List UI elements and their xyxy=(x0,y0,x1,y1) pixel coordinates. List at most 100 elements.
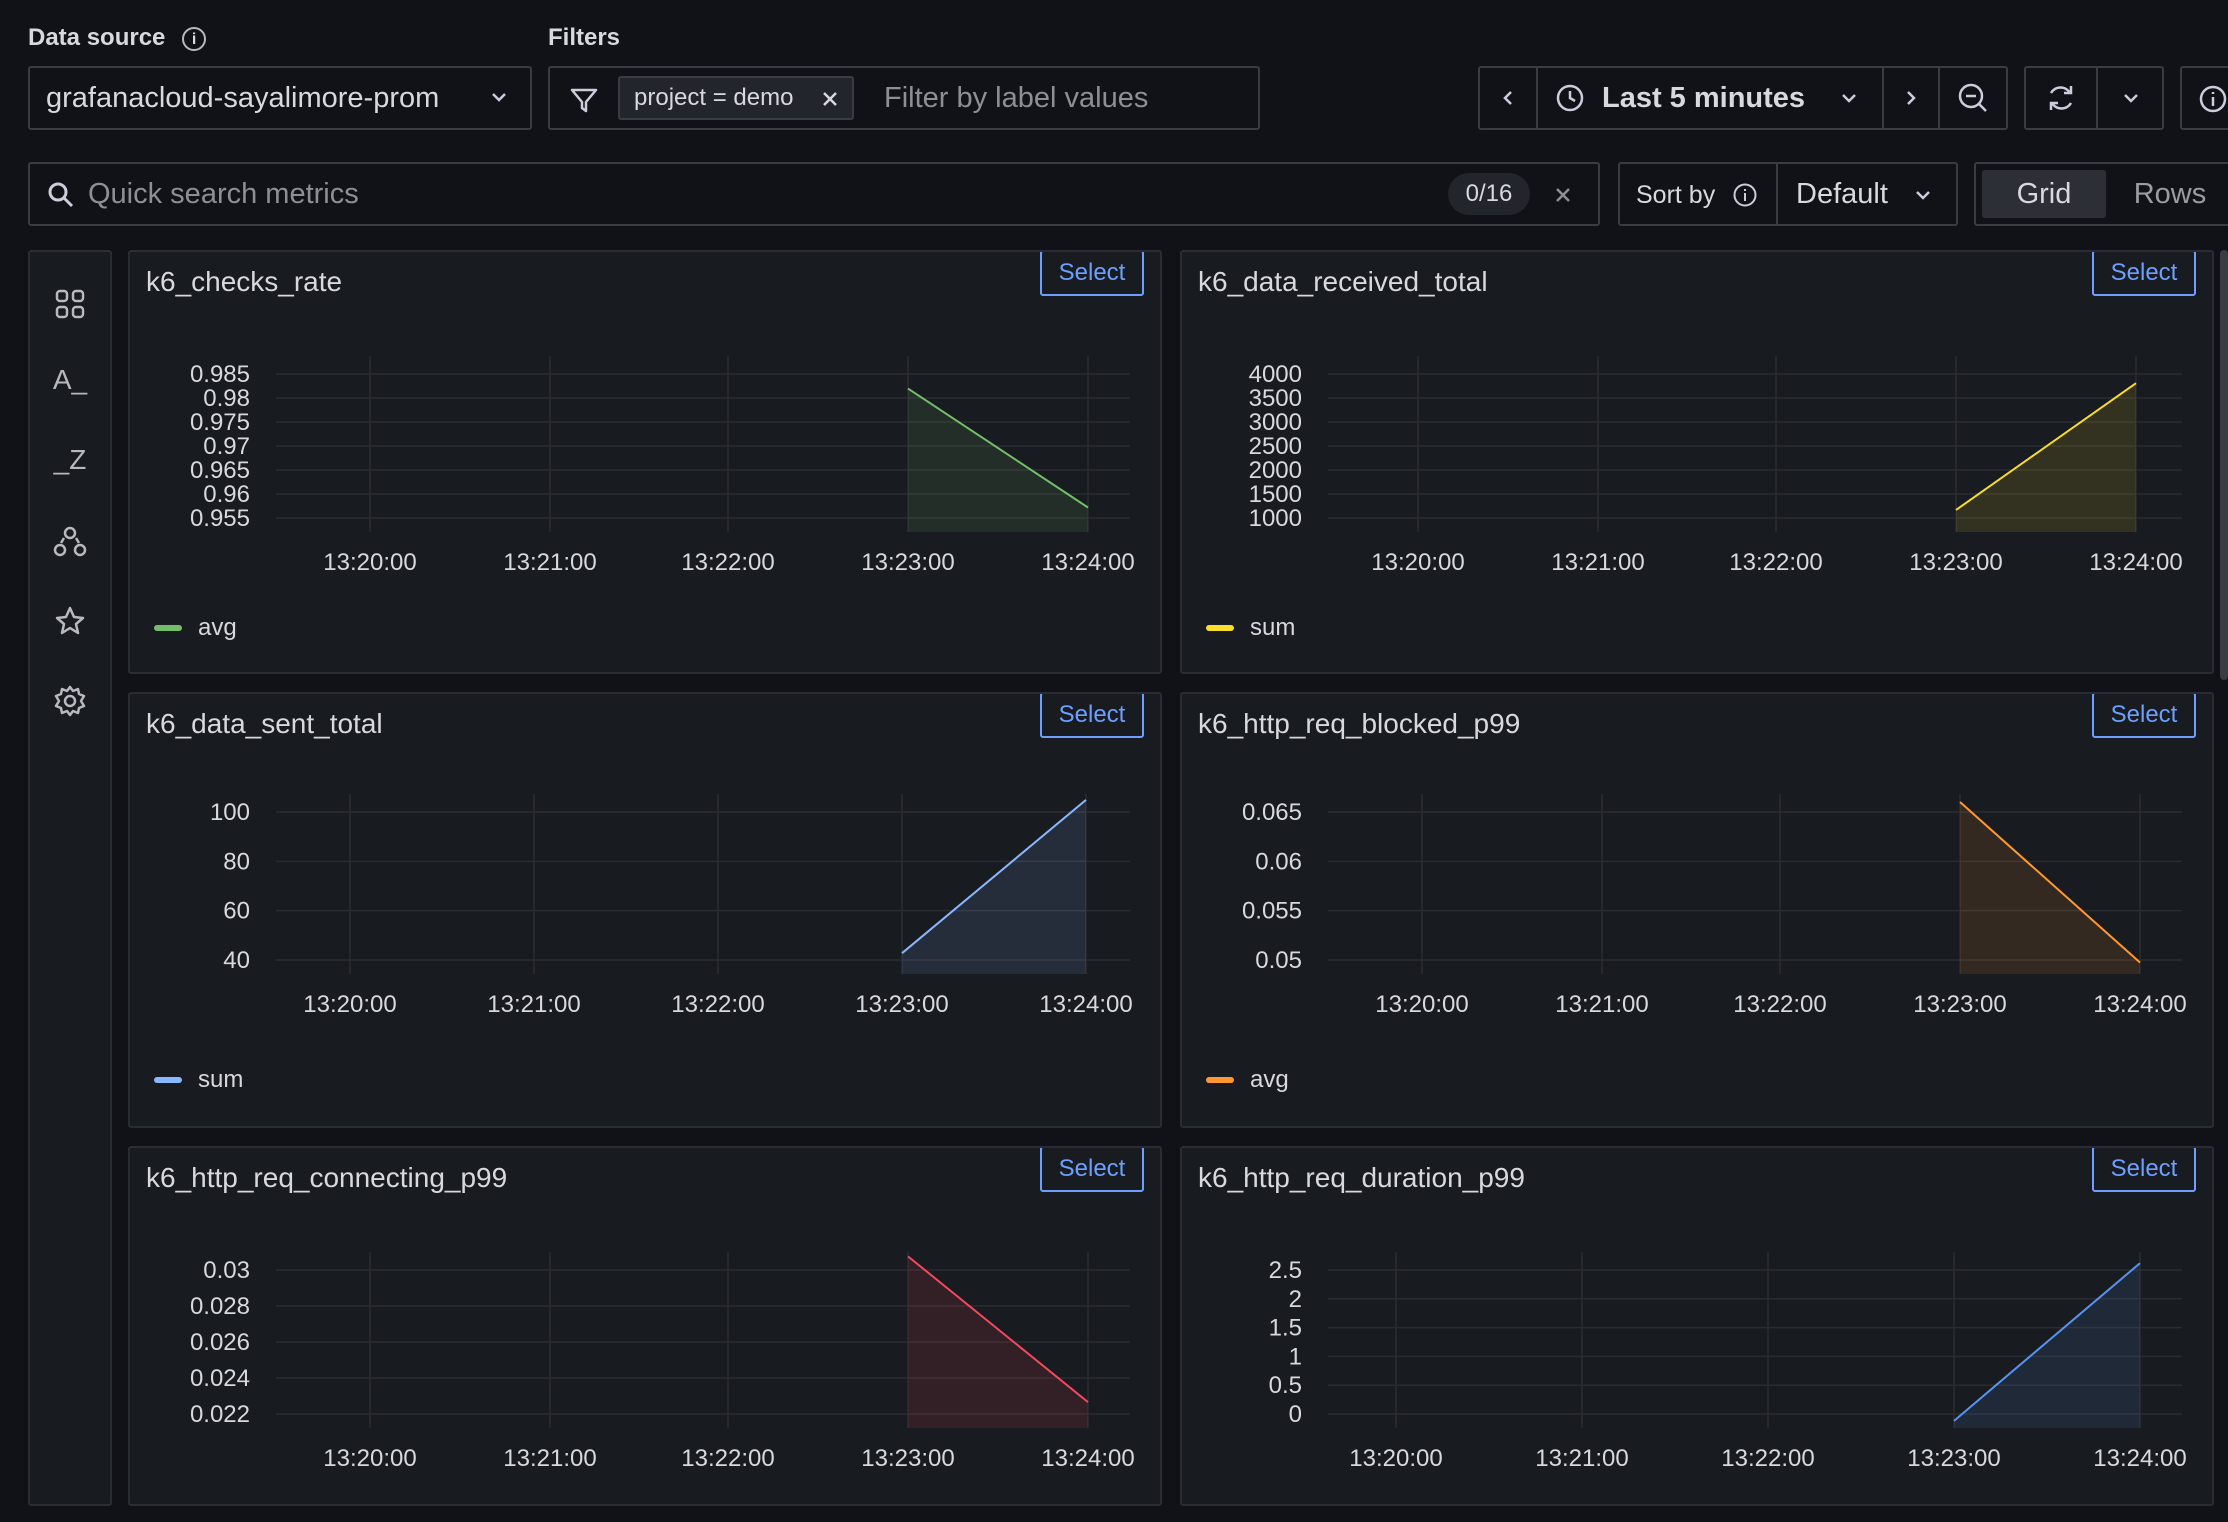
zoom-out-button[interactable] xyxy=(1940,68,2006,128)
zoom-out-icon xyxy=(1958,83,1987,112)
star-icon xyxy=(55,606,85,635)
filter-chip-label: project = demo xyxy=(634,84,794,111)
select-button[interactable]: Select xyxy=(1040,252,1144,296)
select-button[interactable]: Select xyxy=(1040,694,1144,738)
x-tick-label: 13:22:00 xyxy=(681,549,774,572)
scrollbar[interactable] xyxy=(2220,250,2228,680)
y-tick-label: 2000 xyxy=(1249,457,1302,484)
time-next-button[interactable] xyxy=(1884,68,1938,128)
sidebar-grid-button[interactable] xyxy=(30,286,110,322)
series-legend[interactable]: sum xyxy=(154,1066,243,1094)
refresh-interval-button[interactable] xyxy=(2098,68,2164,128)
select-button[interactable]: Select xyxy=(2092,1148,2196,1192)
metric-panel: k6_data_sent_total Select 100 80 60 40 13:20:0… xyxy=(128,692,1162,1128)
sidebar-bookmarks-button[interactable] xyxy=(30,604,110,638)
y-tick-label: 0.055 xyxy=(1242,898,1302,925)
x-tick-label: 13:23:00 xyxy=(1913,991,2006,1014)
panel-title: k6_http_req_blocked_p99 xyxy=(1198,708,1521,739)
info-button[interactable] xyxy=(2180,66,2228,130)
filter-input[interactable]: Filter by label values xyxy=(884,82,1149,114)
y-tick-label: 0.028 xyxy=(190,1293,250,1320)
info-icon xyxy=(2199,85,2227,113)
y-tick-label: 2 xyxy=(1289,1286,1302,1313)
info-icon[interactable]: i xyxy=(182,26,207,51)
sidebar-groups-button[interactable] xyxy=(30,524,110,560)
grid-view-button[interactable]: Grid xyxy=(1982,170,2106,218)
select-button[interactable]: Select xyxy=(2092,694,2196,738)
filters-bar[interactable]: project = demo Filter by label values xyxy=(548,66,1260,130)
refresh-button[interactable] xyxy=(2026,68,2096,128)
panel-title: k6_data_sent_total xyxy=(146,708,383,739)
filters-label: Filters xyxy=(548,24,621,51)
data-source-label: Data source i xyxy=(28,24,207,52)
chevron-down-icon xyxy=(1916,191,1930,200)
y-tick-label: 3500 xyxy=(1249,385,1302,412)
filter-chip[interactable]: project = demo xyxy=(618,76,854,120)
x-tick-label: 13:22:00 xyxy=(1733,991,1826,1014)
y-tick-label: 4000 xyxy=(1249,361,1302,388)
y-tick-label: 0.97 xyxy=(203,433,250,460)
x-tick-label: 13:22:00 xyxy=(1729,549,1822,572)
panel-title: k6_data_received_total xyxy=(1198,266,1488,297)
clear-icon[interactable] xyxy=(1552,184,1574,206)
search-bar[interactable]: Quick search metrics 0/16 xyxy=(28,162,1600,226)
time-range-button[interactable]: Last 5 minutes xyxy=(1538,68,1880,128)
time-prev-button[interactable] xyxy=(1480,68,1536,128)
select-button[interactable]: Select xyxy=(1040,1148,1144,1192)
y-tick-label: 0.022 xyxy=(190,1401,250,1428)
sort-by-control[interactable]: Sort by Default xyxy=(1618,162,1958,226)
x-tick-label: 13:23:00 xyxy=(855,991,948,1014)
time-range-label: Last 5 minutes xyxy=(1602,81,1806,114)
x-tick-label: 13:21:00 xyxy=(503,1445,596,1468)
y-tick-label: 1.5 xyxy=(1269,1315,1302,1342)
panel-chart: 0.065 0.06 0.055 0.05 13:20:00 13:21:00 13:22:… xyxy=(1242,794,2187,1014)
series-area xyxy=(1960,802,2140,974)
sort-by-label: Sort by xyxy=(1636,181,1716,209)
x-tick-label: 13:21:00 xyxy=(503,549,596,572)
legend-label: avg xyxy=(1250,1066,1289,1093)
metric-panel: k6_http_req_blocked_p99 Select 0.065 0.06 0.… xyxy=(1180,692,2214,1128)
x-tick-label: 13:21:00 xyxy=(1555,991,1648,1014)
sidebar: A_ _Z xyxy=(28,250,112,1506)
x-tick-label: 13:20:00 xyxy=(1371,549,1464,572)
series-legend[interactable]: avg xyxy=(154,614,237,642)
search-input[interactable]: Quick search metrics xyxy=(88,178,359,210)
a-prefix-icon: A_ xyxy=(52,364,88,395)
legend-swatch xyxy=(1206,1077,1234,1083)
metric-panel: k6_checks_rate Select 0.985 0.98 0.975 0.97 0.… xyxy=(128,250,1162,674)
legend-label: avg xyxy=(198,614,237,641)
chevron-down-icon xyxy=(1842,94,1856,103)
sidebar-settings-button[interactable] xyxy=(30,684,110,718)
select-button[interactable]: Select xyxy=(2092,252,2196,296)
metric-panel: k6_http_req_connecting_p99 Select 0.03 0.02… xyxy=(128,1146,1162,1506)
y-tick-label: 1500 xyxy=(1249,481,1302,508)
x-tick-label: 13:22:00 xyxy=(681,1445,774,1468)
series-line xyxy=(1953,1262,2141,1422)
sidebar-suffix-button[interactable]: _Z xyxy=(30,444,110,476)
data-source-value: grafanacloud-sayalimore-prom xyxy=(46,81,440,114)
x-tick-label: 13:22:00 xyxy=(1721,1445,1814,1468)
series-legend[interactable]: sum xyxy=(1206,614,1295,642)
sidebar-prefix-button[interactable]: A_ xyxy=(30,364,110,396)
chevron-right-icon xyxy=(1907,91,1916,105)
x-tick-label: 13:23:00 xyxy=(1909,549,2002,572)
y-tick-label: 0.975 xyxy=(190,409,250,436)
close-icon[interactable] xyxy=(820,89,840,109)
x-tick-label: 13:20:00 xyxy=(1375,991,1468,1014)
series-area xyxy=(1954,1263,2140,1428)
x-tick-label: 13:21:00 xyxy=(1535,1445,1628,1468)
data-source-label-text: Data source xyxy=(28,24,166,51)
sort-by-value: Default xyxy=(1796,178,1888,210)
rows-view-button[interactable]: Rows xyxy=(2108,170,2228,218)
chevron-down-icon xyxy=(2124,94,2138,103)
data-source-select[interactable]: grafanacloud-sayalimore-prom xyxy=(28,66,532,130)
x-tick-label: 13:24:00 xyxy=(1041,1445,1134,1468)
y-tick-label: 2500 xyxy=(1249,433,1302,460)
search-icon xyxy=(48,182,74,208)
z-suffix-icon: _Z xyxy=(53,444,87,475)
series-legend[interactable]: avg xyxy=(1206,1066,1289,1094)
grid-icon xyxy=(55,289,85,319)
series-line xyxy=(907,387,1089,509)
